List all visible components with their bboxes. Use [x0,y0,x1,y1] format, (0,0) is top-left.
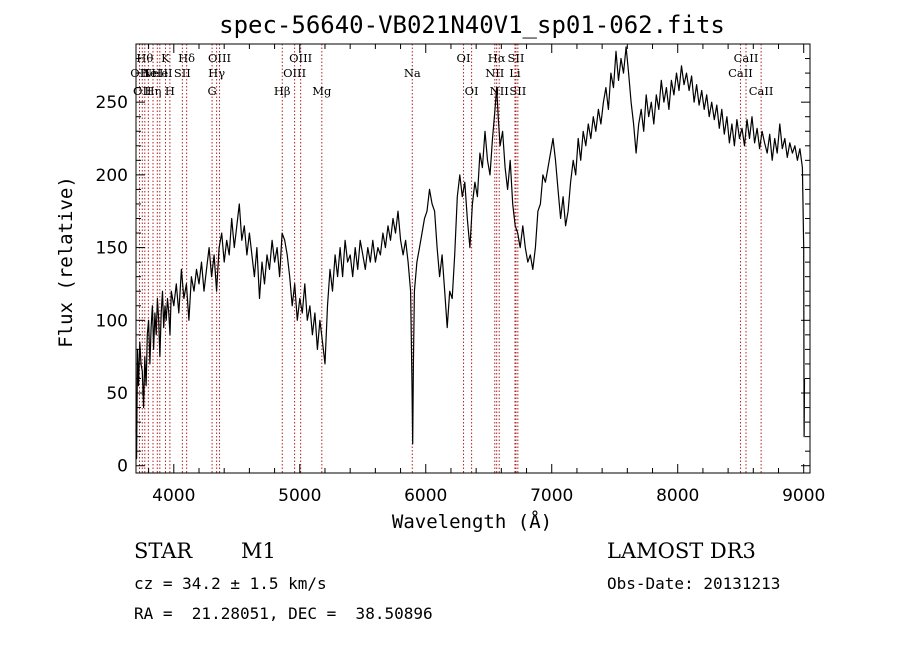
plot-frame [135,43,811,474]
chart-title: spec-56640-VB021N40V1_sp01-062.fits [219,11,725,39]
spectral-line-label: OIII [289,51,312,65]
object-subclass: M1 [241,539,276,563]
y-axis-label: Flux (relative) [55,176,77,348]
spectral-line-label: Hβ [274,84,291,98]
spectral-line-label: Hα [488,51,506,65]
velocity-text: cz = 34.2 ± 1.5 km/s [134,574,327,593]
y-axis: 0 50 100 150 200 250 [96,58,810,477]
x-tick-label: 5000 [278,486,321,506]
x-tick-label: 8000 [656,486,699,506]
x-axis-label: Wavelength (Å) [392,510,552,533]
spectral-line-labels: OIIOIIHθHeHηNeIIIHeKHSIIHδGHγOIIIHβOIIIO… [130,51,773,98]
y-tick-label: 200 [96,166,128,186]
spectral-line-label: He [140,66,157,80]
survey-name: LAMOST DR3 [607,539,756,563]
spectral-line-label: OIII [283,66,306,80]
x-tick-label: 6000 [404,486,447,506]
spectral-line-label: G [207,84,216,98]
y-tick-label: 250 [96,93,128,113]
spectral-line-label: Li [509,66,521,80]
spectral-line-label: Hθ [136,51,153,65]
spectral-line-label: NII [490,84,509,98]
spectral-line-label: He [151,66,168,80]
spectral-line-label: CaII [749,84,774,98]
coords-text: RA = 21.28051, DEC = 38.50896 [134,604,433,623]
spectral-line-label: SII [174,66,191,80]
obs-date-text: Obs-Date: 20131213 [607,574,781,593]
y-tick-label: 150 [96,239,128,259]
spectral-line-label: NII [485,66,504,80]
spectral-line-label: H [165,84,175,98]
y-tick-label: 100 [96,311,128,331]
spectral-line-label: SII [507,51,524,65]
spectral-line-label: CaII [734,51,759,65]
x-tick-label: 4000 [152,486,195,506]
spectral-line-label: Na [404,66,421,80]
spectral-line-label: OI [457,51,471,65]
spectral-line-label: K [161,51,170,65]
spectral-line-label: OI [465,84,479,98]
x-tick-label: 9000 [782,486,825,506]
spectral-line-label: Hγ [208,66,225,80]
y-tick-label: 50 [106,384,128,404]
spectral-line-label: Mg [312,84,332,98]
spectral-line-label: Hδ [178,51,195,65]
x-axis: 4000 5000 6000 7000 8000 9000 [148,44,825,506]
spectral-line-label: CaII [728,66,753,80]
spectral-line-label: NeIII [142,66,173,80]
spectral-line-markers [139,44,762,473]
spectral-line-label: OIII [208,51,231,65]
x-tick-label: 7000 [530,486,573,506]
spectral-line-label: Hη [145,84,162,98]
spectrum-line [135,46,806,460]
y-tick-label: 0 [117,457,128,477]
spectral-line-label: SII [509,84,526,98]
object-class: STAR [134,539,193,563]
